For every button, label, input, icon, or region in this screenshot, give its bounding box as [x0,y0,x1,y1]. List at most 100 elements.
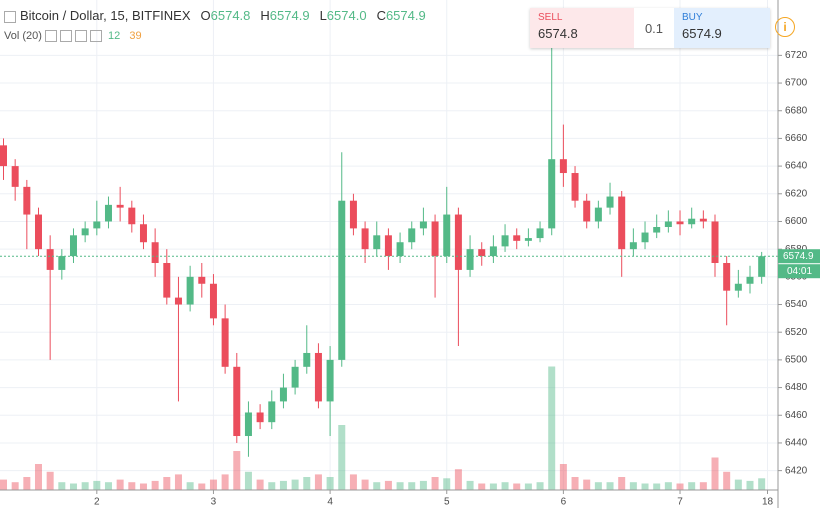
x-tick-label: 7 [677,497,683,508]
volume-bar [746,480,754,490]
candle-body [93,221,101,229]
icon[interactable] [74,30,87,43]
volume-bar [128,482,136,490]
volume-value: 12 [108,30,121,42]
candle-body [81,228,89,236]
volume-bar [454,469,462,490]
trade-panel: SELL 6574.8 0.1 BUY 6574.9 [530,8,770,48]
candle-body [233,366,241,437]
volume-bar [501,482,509,490]
volume-bar [431,477,439,490]
candle-body [69,235,77,257]
volume-value: 39 [129,30,142,42]
volume-bar [629,482,637,490]
candle-body [23,186,31,215]
y-tick-label: 6620 [785,188,808,199]
volume-bar [279,480,287,490]
volume-bar [384,480,392,490]
candle-body [629,242,637,250]
candle-body [618,196,626,250]
candle-body [326,359,334,402]
candle-body [279,387,287,402]
volume-bar [244,471,252,490]
volume-bar [606,482,614,490]
volume-bar [583,479,591,490]
price-tag [778,249,820,264]
candle-body [443,214,451,257]
quantity[interactable]: 0.1 [644,20,664,36]
candle-body [501,235,509,247]
volume-bar [116,479,124,490]
candle-body [338,200,346,360]
candle-body [571,173,579,201]
volume-bar [198,483,206,490]
volume-bar [81,482,89,490]
collapse-icon[interactable] [4,10,16,23]
candle-body [688,218,696,225]
volume-legend: Vol (20) 12 39 [4,30,142,43]
volume-bar [69,483,77,490]
candle-body [653,227,661,233]
sell-button[interactable]: SELL 6574.8 [530,8,634,48]
candle-body [361,228,369,250]
volume-label: Vol (20) [4,30,42,42]
buy-button[interactable]: BUY 6574.9 [674,8,770,48]
sell-label: SELL [538,12,563,23]
x-tick-label: 2 [94,497,100,508]
volume-bar [139,483,147,490]
candle-body [454,214,462,270]
volume-bar [524,483,532,490]
volume-bar [268,482,276,490]
candle-body [221,318,229,367]
candle-body [198,276,206,284]
candle-body [209,283,217,319]
volume-bar [723,471,731,490]
volume-bar [11,482,19,490]
candle-body [268,401,276,423]
candle-body [291,366,299,388]
icon[interactable] [44,30,57,43]
volume-bar [93,480,101,490]
icon[interactable] [59,30,72,43]
volume-bar [653,483,661,490]
y-tick-label: 6700 [785,78,808,89]
candle-body [151,242,159,263]
volume-bar [548,366,556,490]
volume-bar [536,482,544,490]
candle-body [0,145,7,167]
y-tick-label: 6420 [785,465,808,476]
candle-body [314,352,322,402]
volume-bar [163,477,171,490]
icon[interactable] [89,30,102,43]
volume-bar [373,482,381,490]
candle-body [711,221,719,263]
y-tick-label: 6480 [785,382,808,393]
candle-body [489,246,497,257]
candle-body [699,218,707,222]
candle-body [384,235,392,257]
candle-body [536,228,544,239]
volume-bar [34,464,42,490]
buy-label: BUY [682,12,703,23]
volume-bar [618,477,626,490]
volume-bar [594,482,602,490]
volume-bar [688,482,696,490]
candle-body [34,214,42,250]
candle-body [734,283,742,291]
symbol: Bitcoin / Dollar, 15, BITFINEX [20,8,191,23]
y-tick-label: 6720 [785,50,808,61]
candle-body [548,159,556,229]
candle-body [11,166,19,187]
candle-body [419,221,427,229]
candle-body [128,207,136,225]
y-tick-label: 6500 [785,355,808,366]
volume-bar [326,477,334,490]
x-tick-label: 3 [211,497,217,508]
ohlc-value: 6574.9 [269,8,310,23]
x-tick-label: 18 [762,497,774,508]
countdown-tag [778,264,820,279]
volume-bar [571,477,579,490]
info-button[interactable]: i [775,17,795,37]
